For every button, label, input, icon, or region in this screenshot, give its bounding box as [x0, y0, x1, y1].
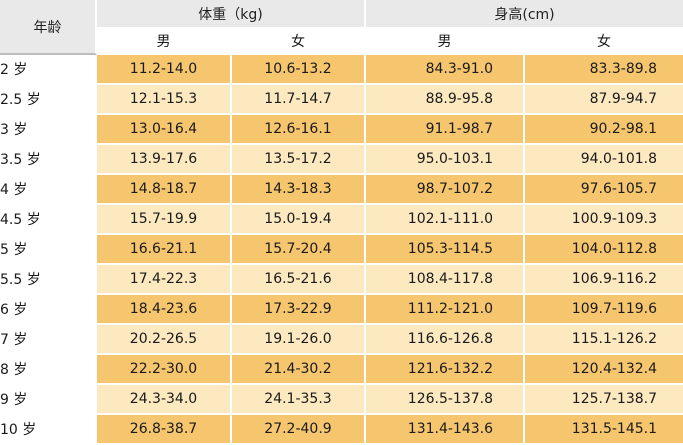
table-row: 2.5 岁 12.1-15.3 11.7-14.7 88.9-95.8 87.9-94.… — [0, 85, 683, 115]
height-female-cell: 120.4-132.4 — [525, 355, 683, 385]
age-cell: 8 岁 — [0, 355, 97, 385]
table-row: 9 岁 24.3-34.0 24.1-35.3 126.5-137.8 125.7-13… — [0, 385, 683, 415]
age-cell: 7 岁 — [0, 325, 97, 355]
table-row: 6 岁 18.4-23.6 17.3-22.9 111.2-121.0 109.7-11… — [0, 295, 683, 325]
weight-female-header: 女 — [232, 29, 366, 55]
height-female-cell: 131.5-145.1 — [525, 415, 683, 445]
weight-male-cell: 22.2-30.0 — [97, 355, 232, 385]
weight-male-cell: 11.2-14.0 — [97, 55, 232, 85]
age-cell: 9 岁 — [0, 385, 97, 415]
weight-male-header: 男 — [97, 29, 232, 55]
table-row: 5 岁 16.6-21.1 15.7-20.4 105.3-114.5 104.0-11… — [0, 235, 683, 265]
weight-female-cell: 21.4-30.2 — [232, 355, 366, 385]
height-male-cell: 108.4-117.8 — [366, 265, 525, 295]
height-male-cell: 131.4-143.6 — [366, 415, 525, 445]
height-group-header: 身高(cm) — [366, 0, 683, 29]
height-male-cell: 84.3-91.0 — [366, 55, 525, 85]
height-female-cell: 90.2-98.1 — [525, 115, 683, 145]
height-female-cell: 106.9-116.2 — [525, 265, 683, 295]
weight-female-cell: 19.1-26.0 — [232, 325, 366, 355]
age-cell: 3.5 岁 — [0, 145, 97, 175]
table-row: 4.5 岁 15.7-19.9 15.0-19.4 102.1-111.0 100.9-… — [0, 205, 683, 235]
height-female-cell: 125.7-138.7 — [525, 385, 683, 415]
height-male-cell: 105.3-114.5 — [366, 235, 525, 265]
weight-male-cell: 12.1-15.3 — [97, 85, 232, 115]
height-male-header: 男 — [366, 29, 525, 55]
height-male-cell: 116.6-126.8 — [366, 325, 525, 355]
weight-female-cell: 10.6-13.2 — [232, 55, 366, 85]
table-row: 3.5 岁 13.9-17.6 13.5-17.2 95.0-103.1 94.0-10… — [0, 145, 683, 175]
weight-female-cell: 15.0-19.4 — [232, 205, 366, 235]
height-male-cell: 98.7-107.2 — [366, 175, 525, 205]
height-female-cell: 97.6-105.7 — [525, 175, 683, 205]
age-cell: 10 岁 — [0, 415, 97, 445]
height-female-cell: 87.9-94.7 — [525, 85, 683, 115]
height-female-cell: 115.1-126.2 — [525, 325, 683, 355]
weight-female-cell: 17.3-22.9 — [232, 295, 366, 325]
height-male-cell: 91.1-98.7 — [366, 115, 525, 145]
age-column-header: 年龄 — [0, 0, 97, 55]
table-row: 2 岁 11.2-14.0 10.6-13.2 84.3-91.0 83.3-89.8 — [0, 55, 683, 85]
table-row: 7 岁 20.2-26.5 19.1-26.0 116.6-126.8 115.1-12… — [0, 325, 683, 355]
weight-female-cell: 27.2-40.9 — [232, 415, 366, 445]
weight-female-cell: 15.7-20.4 — [232, 235, 366, 265]
weight-male-cell: 20.2-26.5 — [97, 325, 232, 355]
age-cell: 2.5 岁 — [0, 85, 97, 115]
weight-male-cell: 16.6-21.1 — [97, 235, 232, 265]
table-row: 8 岁 22.2-30.0 21.4-30.2 121.6-132.2 120.4-13… — [0, 355, 683, 385]
table-body: 2 岁 11.2-14.0 10.6-13.2 84.3-91.0 83.3-89.8 2… — [0, 55, 683, 445]
weight-female-cell: 11.7-14.7 — [232, 85, 366, 115]
height-female-cell: 100.9-109.3 — [525, 205, 683, 235]
age-cell: 6 岁 — [0, 295, 97, 325]
weight-female-cell: 13.5-17.2 — [232, 145, 366, 175]
height-male-cell: 126.5-137.8 — [366, 385, 525, 415]
height-female-cell: 94.0-101.8 — [525, 145, 683, 175]
weight-male-cell: 18.4-23.6 — [97, 295, 232, 325]
weight-group-header: 体重（kg) — [97, 0, 366, 29]
height-female-cell: 104.0-112.8 — [525, 235, 683, 265]
age-cell: 3 岁 — [0, 115, 97, 145]
weight-female-cell: 14.3-18.3 — [232, 175, 366, 205]
table-row: 4 岁 14.8-18.7 14.3-18.3 98.7-107.2 97.6-105.… — [0, 175, 683, 205]
table-row: 3 岁 13.0-16.4 12.6-16.1 91.1-98.7 90.2-98.1 — [0, 115, 683, 145]
weight-male-cell: 17.4-22.3 — [97, 265, 232, 295]
header-row-sex: 男 女 男 女 — [0, 29, 683, 55]
weight-male-cell: 13.0-16.4 — [97, 115, 232, 145]
weight-female-cell: 12.6-16.1 — [232, 115, 366, 145]
weight-male-cell: 26.8-38.7 — [97, 415, 232, 445]
weight-male-cell: 15.7-19.9 — [97, 205, 232, 235]
weight-male-cell: 13.9-17.6 — [97, 145, 232, 175]
height-male-cell: 88.9-95.8 — [366, 85, 525, 115]
height-male-cell: 95.0-103.1 — [366, 145, 525, 175]
age-cell: 5.5 岁 — [0, 265, 97, 295]
height-female-header: 女 — [525, 29, 683, 55]
height-male-cell: 121.6-132.2 — [366, 355, 525, 385]
height-female-cell: 83.3-89.8 — [525, 55, 683, 85]
weight-female-cell: 24.1-35.3 — [232, 385, 366, 415]
table-row: 5.5 岁 17.4-22.3 16.5-21.6 108.4-117.8 106.9-… — [0, 265, 683, 295]
table-row: 10 岁 26.8-38.7 27.2-40.9 131.4-143.6 131.5-1… — [0, 415, 683, 445]
age-cell: 4 岁 — [0, 175, 97, 205]
weight-female-cell: 16.5-21.6 — [232, 265, 366, 295]
height-female-cell: 109.7-119.6 — [525, 295, 683, 325]
height-male-cell: 111.2-121.0 — [366, 295, 525, 325]
height-male-cell: 102.1-111.0 — [366, 205, 525, 235]
age-cell: 4.5 岁 — [0, 205, 97, 235]
weight-male-cell: 14.8-18.7 — [97, 175, 232, 205]
age-cell: 2 岁 — [0, 55, 97, 85]
age-cell: 5 岁 — [0, 235, 97, 265]
header-row-groups: 年龄 体重（kg) 身高(cm) — [0, 0, 683, 55]
weight-male-cell: 24.3-34.0 — [97, 385, 232, 415]
